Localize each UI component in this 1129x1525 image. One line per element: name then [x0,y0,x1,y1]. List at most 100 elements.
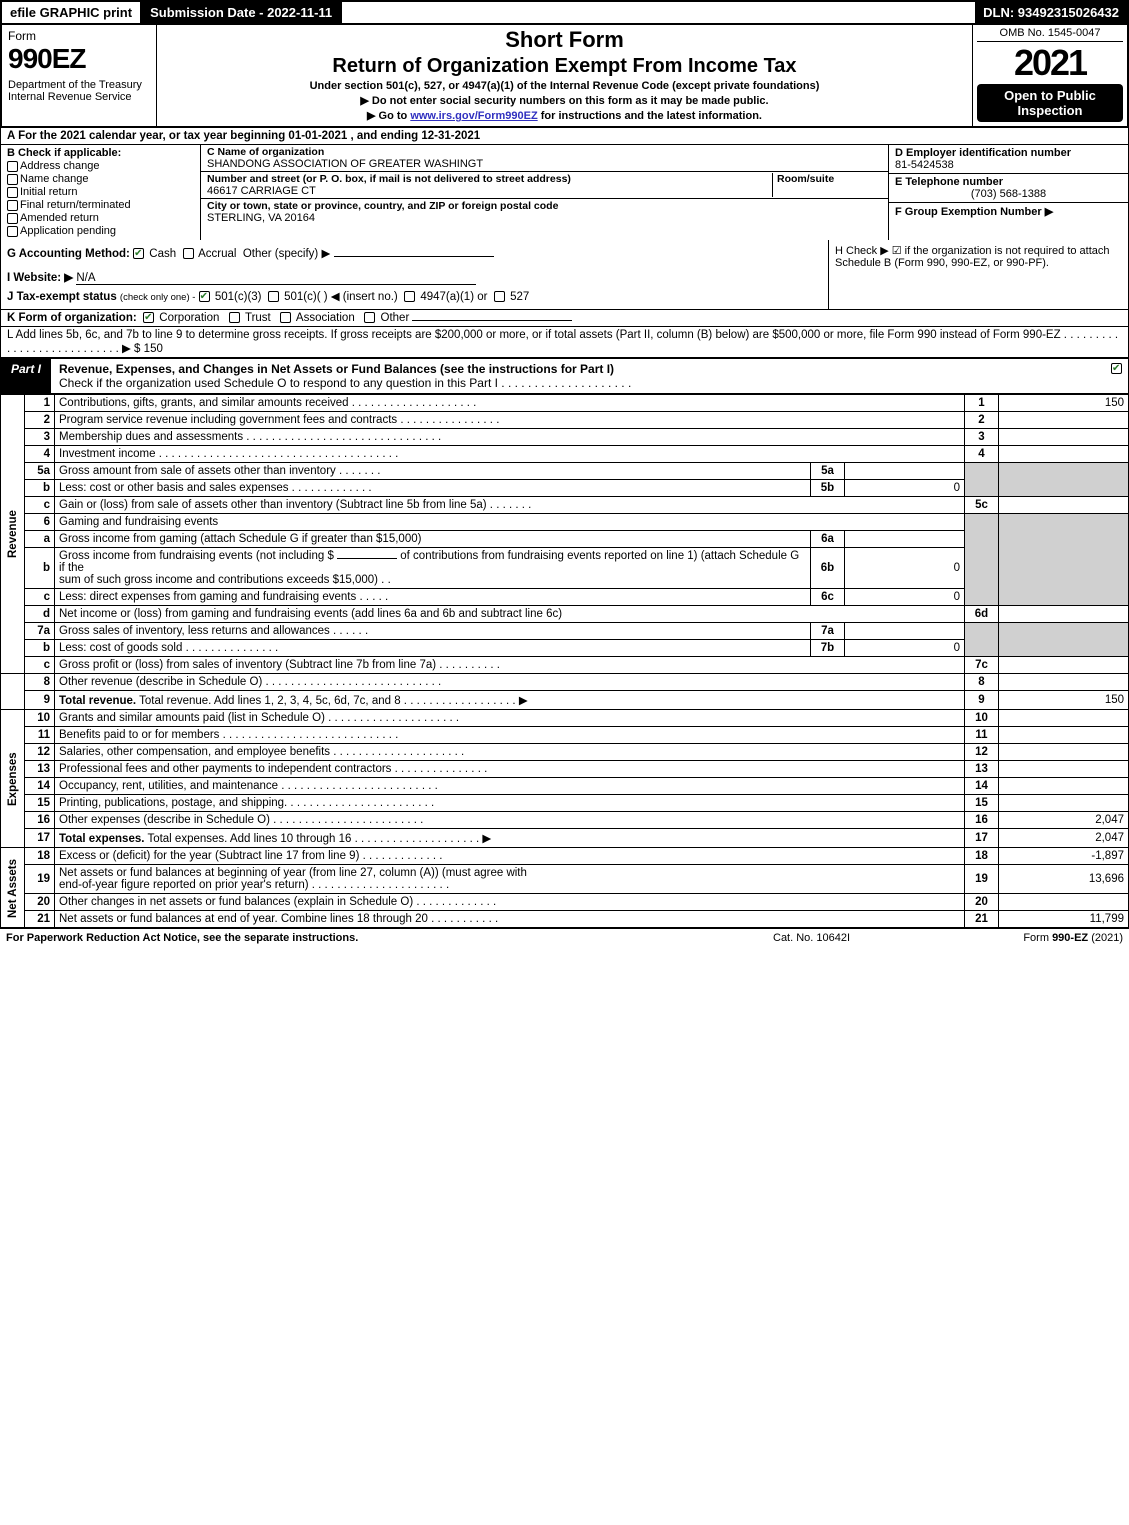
header-row: Form 990EZ Department of the Treasury In… [0,25,1129,126]
row-5a-sv [845,463,965,480]
name-change-label: Name change [20,173,89,185]
row-19-ln: 19 [965,865,999,894]
k-label: K Form of organization: [7,312,137,324]
row-9-ln: 9 [965,691,999,710]
row-5b-sl: 5b [811,480,845,497]
row-8-amt [999,674,1129,691]
row-5a-sl: 5a [811,463,845,480]
row-19: 19 Net assets or fund balances at beginn… [1,865,1129,894]
row-8: 8 Other revenue (describe in Schedule O)… [1,674,1129,691]
c-street-hdr: Number and street (or P. O. box, if mail… [207,173,571,185]
top-bar: efile GRAPHIC print Submission Date - 20… [0,0,1129,25]
cb-527[interactable] [494,291,505,302]
row-20-amt [999,894,1129,911]
row-21-desc: Net assets or fund balances at end of ye… [55,911,965,928]
row-9-amt: 150 [999,691,1129,710]
row-15-num: 15 [25,795,55,812]
row-6b-sv: 0 [845,548,965,589]
j-4947: 4947(a)(1) or [420,291,487,303]
row-17: 17Total expenses. Total expenses. Add li… [1,829,1129,848]
row-2-num: 2 [25,412,55,429]
accrual-label: Accrual [198,248,236,260]
row-15-desc: Printing, publications, postage, and shi… [55,795,965,812]
row-20-desc: Other changes in net assets or fund bala… [55,894,965,911]
row-10-desc: Grants and similar amounts paid (list in… [55,710,965,727]
row-5c-amt [999,497,1129,514]
cb-501c[interactable] [268,291,279,302]
row-7a-sv [845,623,965,640]
lines-table: Revenue 1 Contributions, gifts, grants, … [0,394,1129,928]
d-ein-row: D Employer identification number 81-5424… [889,145,1128,174]
row-6c-sl: 6c [811,589,845,606]
row-6b: b Gross income from fundraising events (… [1,548,1129,589]
shade-6-amt [999,514,1129,606]
cb-501c3[interactable] [199,291,210,302]
other-org-input[interactable] [412,320,572,321]
footer-left: For Paperwork Reduction Act Notice, see … [6,932,773,944]
row-11-desc: Benefits paid to or for members . . . . … [55,727,965,744]
row-3-num: 3 [25,429,55,446]
cb-4947[interactable] [404,291,415,302]
cb-cash[interactable] [133,248,144,259]
i-label: I Website: ▶ [7,272,73,284]
row-4-desc: Investment income . . . . . . . . . . . … [55,446,965,463]
footer-mid: Cat. No. 10642I [773,932,953,944]
c-street-row: Number and street (or P. O. box, if mail… [201,172,888,199]
row-5c-desc: Gain or (loss) from sale of assets other… [55,497,965,514]
goto-link[interactable]: www.irs.gov/Form990EZ [410,110,537,122]
other-specify-input[interactable] [334,256,494,257]
row-4-num: 4 [25,446,55,463]
cb-name-change[interactable]: Name change [7,173,194,185]
cb-accrual[interactable] [183,248,194,259]
website-value: N/A [76,272,476,285]
row-5b-sv: 0 [845,480,965,497]
cb-initial-return[interactable]: Initial return [7,186,194,198]
d-phone-hdr: E Telephone number [895,176,1003,188]
row-1-amt: 150 [999,395,1129,412]
revenue-vlabel-cont [1,674,25,710]
cb-amended[interactable]: Amended return [7,212,194,224]
row-13-num: 13 [25,761,55,778]
row-7c: c Gross profit or (loss) from sales of i… [1,657,1129,674]
cash-label: Cash [149,248,176,260]
cb-trust[interactable] [229,312,240,323]
j-label: J Tax-exempt status [7,291,117,303]
row-14-num: 14 [25,778,55,795]
row-9-desc: Total revenue. Total revenue. Add lines … [55,691,965,710]
cb-app-pending[interactable]: Application pending [7,225,194,237]
row-7c-amt [999,657,1129,674]
d-group-row: F Group Exemption Number ▶ [889,203,1128,220]
row-17-num: 17 [25,829,55,848]
k-trust: Trust [245,312,271,324]
row-1-ln: 1 [965,395,999,412]
shade-5ab-amt [999,463,1129,497]
part-i-checkbox[interactable] [1107,359,1128,393]
row-6d: d Net income or (loss) from gaming and f… [1,606,1129,623]
shade-7ab-amt [999,623,1129,657]
initial-return-label: Initial return [20,186,77,198]
shade-5ab [965,463,999,497]
cb-address-change[interactable]: Address change [7,160,194,172]
row-2-amt [999,412,1129,429]
cb-association[interactable] [280,312,291,323]
k-other: Other [381,312,410,324]
row-16-ln: 16 [965,812,999,829]
d-group-hdr: F Group Exemption Number ▶ [895,206,1053,218]
row-11-num: 11 [25,727,55,744]
cb-corporation[interactable] [143,312,154,323]
j-501c3: 501(c)(3) [215,291,262,303]
footer: For Paperwork Reduction Act Notice, see … [0,928,1129,947]
address-change-label: Address change [20,160,100,172]
row-6a-num: a [25,531,55,548]
row-11: 11Benefits paid to or for members . . . … [1,727,1129,744]
row-14-amt [999,778,1129,795]
j-527: 527 [510,291,529,303]
row-10-num: 10 [25,710,55,727]
cb-final-return[interactable]: Final return/terminated [7,199,194,211]
row-2-ln: 2 [965,412,999,429]
cb-other-org[interactable] [364,312,375,323]
row-5c-num: c [25,497,55,514]
row-15-ln: 15 [965,795,999,812]
row-21: 21Net assets or fund balances at end of … [1,911,1129,928]
row-12-ln: 12 [965,744,999,761]
